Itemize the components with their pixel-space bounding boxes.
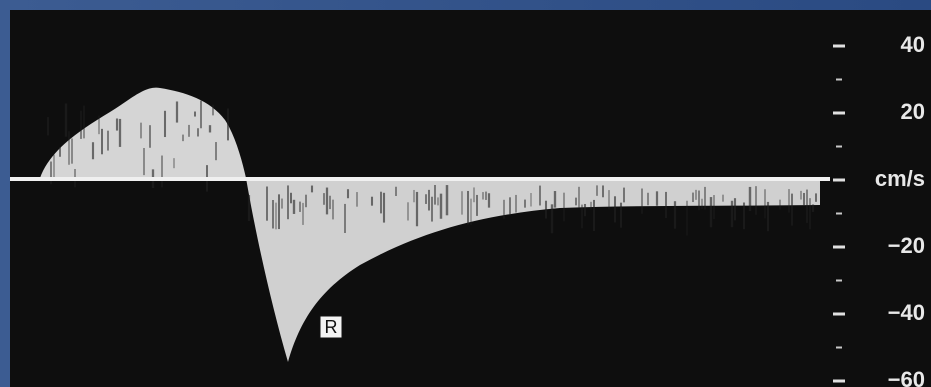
scale-label: −20 xyxy=(888,233,925,258)
marker-label: R xyxy=(325,317,338,337)
scale-label: −60 xyxy=(888,367,925,387)
doppler-screen: 40 20 cm/s −20 −40 −60 R xyxy=(0,0,931,387)
scale-label: −40 xyxy=(888,300,925,325)
scale-label: 20 xyxy=(901,99,925,124)
scale-label: cm/s xyxy=(875,166,925,191)
scale-label: 40 xyxy=(901,32,925,57)
